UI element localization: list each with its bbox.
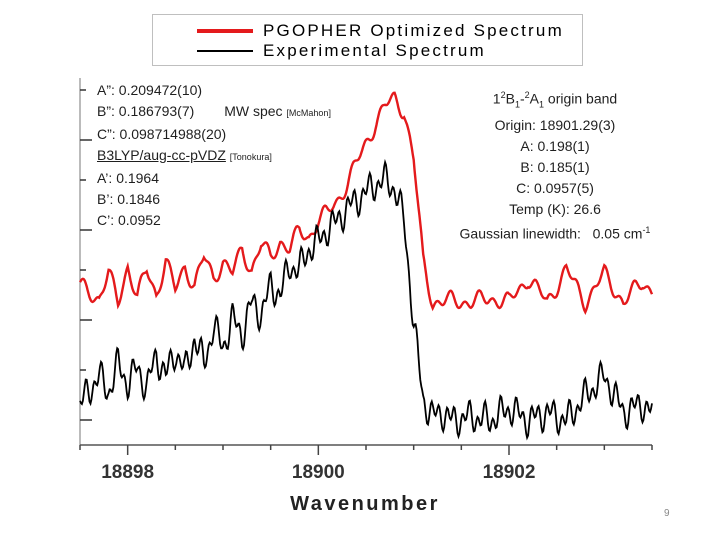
annotation-method-row: B3LYP/aug-cc-pVDZ [Tonokura] (97, 145, 331, 168)
annotation-a-single: A’: 0.1964 (97, 170, 160, 186)
band-sup-2: 2 (524, 90, 530, 100)
annotation-b-single: B’: 0.1846 (97, 191, 161, 207)
annotation-origin: Origin: 18901.29(3) (494, 117, 616, 134)
x-tick-label: 18902 (483, 462, 536, 483)
band-part-b: B (505, 90, 515, 107)
band-sub-1: 1 (514, 99, 520, 110)
annotation-mw-spec: MW spec (224, 103, 283, 119)
annotation-right: 12B1-2A1 origin band Origin: 18901.29(3)… (440, 85, 670, 245)
annotation-a-double: A”: 0.209472(10) (97, 82, 203, 98)
x-tick-labels: 18898 18900 18902 (101, 462, 535, 483)
y-axis (79, 78, 92, 445)
legend-label-pgopher: PGOPHER Optimized Spectrum (263, 21, 564, 40)
annotation-method: B3LYP/aug-cc-pVDZ (97, 147, 226, 163)
series-line-pgopher (78, 91, 654, 315)
annotation-c: C: 0.0957(5) (516, 180, 594, 197)
x-tick-label: 18898 (101, 462, 154, 483)
linewidth-exp: -1 (642, 225, 651, 236)
linewidth-value: 0.05 cm (592, 226, 643, 243)
series-line-experimental (79, 158, 653, 441)
legend-label-experimental: Experimental Spectrum (263, 41, 486, 60)
legend-swatch-red (197, 29, 253, 33)
annotation-temp: Temp (K): 26.6 (509, 201, 601, 218)
annotation-b: B: 0.185(1) (520, 159, 590, 176)
band-sup-1: 2 (500, 90, 506, 100)
page-number: 9 (664, 508, 670, 519)
x-tick-label: 18900 (292, 462, 345, 483)
annotation-c-double: C”: 0.098714988(20) (97, 126, 227, 142)
annotation-b-double-row: B”: 0.186793(7) MW spec [McMahon] (97, 101, 331, 124)
band-suffix: origin band (544, 90, 618, 107)
annotation-band: 12B1-2A1 origin band (440, 85, 670, 115)
legend-swatch-black (197, 50, 253, 52)
band-dash: - (519, 90, 525, 107)
x-axis-label: Wavenumber (290, 493, 440, 515)
band-part: 1 (492, 90, 501, 107)
annotation-b-double: B”: 0.186793(7) (97, 103, 195, 119)
linewidth-label: Gaussian linewidth: (459, 226, 581, 243)
annotation-linewidth: Gaussian linewidth: 0.05 cm-1 (440, 220, 670, 245)
annotation-left: A”: 0.209472(10) B”: 0.186793(7) MW spec… (97, 80, 331, 231)
annotation-tonokura: [Tonokura] (229, 152, 272, 162)
annotation-a: A: 0.198(1) (520, 138, 590, 155)
band-sub-2: 1 (539, 99, 545, 110)
x-axis (79, 444, 653, 455)
annotation-mcmahon: [McMahon] (286, 108, 331, 118)
annotation-c-single: C’: 0.0952 (97, 212, 161, 228)
legend-entry-pgopher: PGOPHER Optimized Spectrum (197, 21, 564, 41)
legend: PGOPHER Optimized Spectrum Experimental … (152, 14, 583, 66)
legend-entry-experimental: Experimental Spectrum (197, 41, 486, 61)
band-part-a: A (529, 90, 539, 107)
